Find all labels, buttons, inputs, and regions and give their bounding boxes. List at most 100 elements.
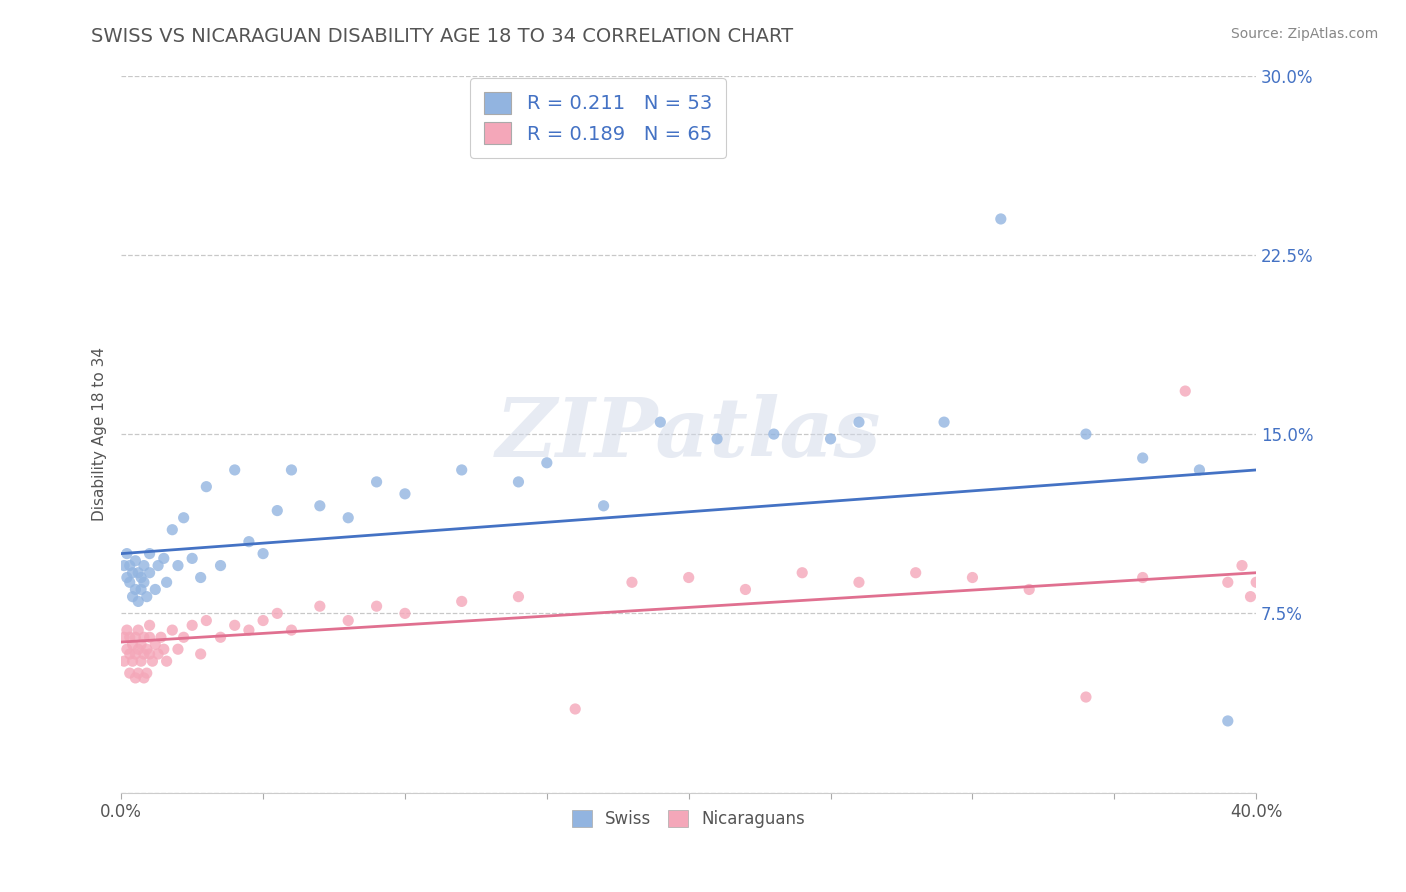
Point [252, 547, 274, 561]
Point [280, 623, 302, 637]
Point [127, 623, 149, 637]
Point [141, 654, 163, 668]
Point [508, 590, 530, 604]
Point [209, 558, 232, 573]
Y-axis label: Disability Age 18 to 34: Disability Age 18 to 34 [93, 347, 107, 521]
Text: SWISS VS NICARAGUAN DISABILITY AGE 18 TO 34 CORRELATION CHART: SWISS VS NICARAGUAN DISABILITY AGE 18 TO… [91, 27, 793, 45]
Point [820, 432, 842, 446]
Point [124, 647, 146, 661]
Point [1018, 582, 1040, 597]
Point [337, 510, 360, 524]
Point [124, 554, 146, 568]
Point [238, 534, 260, 549]
Point [121, 654, 143, 668]
Point [132, 671, 155, 685]
Point [1174, 384, 1197, 398]
Point [1132, 570, 1154, 584]
Point [132, 558, 155, 573]
Point [127, 642, 149, 657]
Point [932, 415, 955, 429]
Point [564, 702, 586, 716]
Point [536, 456, 558, 470]
Point [156, 575, 179, 590]
Point [450, 594, 472, 608]
Point [1132, 450, 1154, 465]
Text: Source: ZipAtlas.com: Source: ZipAtlas.com [1230, 27, 1378, 41]
Point [129, 654, 152, 668]
Point [224, 618, 246, 632]
Point [904, 566, 927, 580]
Point [124, 630, 146, 644]
Point [366, 475, 388, 489]
Point [1074, 690, 1097, 704]
Point [173, 630, 195, 644]
Point [1188, 463, 1211, 477]
Point [1074, 427, 1097, 442]
Point [280, 463, 302, 477]
Point [792, 566, 814, 580]
Point [129, 637, 152, 651]
Point [149, 630, 172, 644]
Point [132, 647, 155, 661]
Point [224, 463, 246, 477]
Point [127, 594, 149, 608]
Point [162, 623, 184, 637]
Point [308, 499, 330, 513]
Point [190, 647, 212, 661]
Point [1239, 590, 1261, 604]
Point [195, 480, 218, 494]
Point [181, 551, 204, 566]
Point [167, 642, 190, 657]
Point [152, 642, 174, 657]
Point [146, 647, 169, 661]
Point [162, 523, 184, 537]
Point [138, 547, 160, 561]
Point [706, 432, 728, 446]
Point [252, 614, 274, 628]
Point [620, 575, 643, 590]
Point [366, 599, 388, 614]
Point [762, 427, 785, 442]
Point [678, 570, 700, 584]
Point [592, 499, 614, 513]
Point [115, 547, 138, 561]
Point [118, 630, 141, 644]
Point [734, 582, 756, 597]
Point [209, 630, 232, 644]
Point [138, 566, 160, 580]
Point [118, 558, 141, 573]
Point [308, 599, 330, 614]
Point [848, 415, 870, 429]
Point [143, 582, 166, 597]
Point [962, 570, 984, 584]
Point [508, 475, 530, 489]
Text: ZIPatlas: ZIPatlas [496, 394, 882, 474]
Point [127, 566, 149, 580]
Point [173, 510, 195, 524]
Point [138, 618, 160, 632]
Point [135, 642, 157, 657]
Point [143, 637, 166, 651]
Legend: Swiss, Nicaraguans: Swiss, Nicaraguans [565, 803, 813, 835]
Point [190, 570, 212, 584]
Point [138, 630, 160, 644]
Point [650, 415, 672, 429]
Point [848, 575, 870, 590]
Point [115, 570, 138, 584]
Point [132, 575, 155, 590]
Point [152, 551, 174, 566]
Point [138, 647, 160, 661]
Point [112, 630, 135, 644]
Point [1244, 575, 1267, 590]
Point [121, 566, 143, 580]
Point [195, 614, 218, 628]
Point [118, 575, 141, 590]
Point [135, 666, 157, 681]
Point [146, 558, 169, 573]
Point [135, 590, 157, 604]
Point [121, 590, 143, 604]
Point [118, 666, 141, 681]
Point [129, 582, 152, 597]
Point [156, 654, 179, 668]
Point [394, 487, 416, 501]
